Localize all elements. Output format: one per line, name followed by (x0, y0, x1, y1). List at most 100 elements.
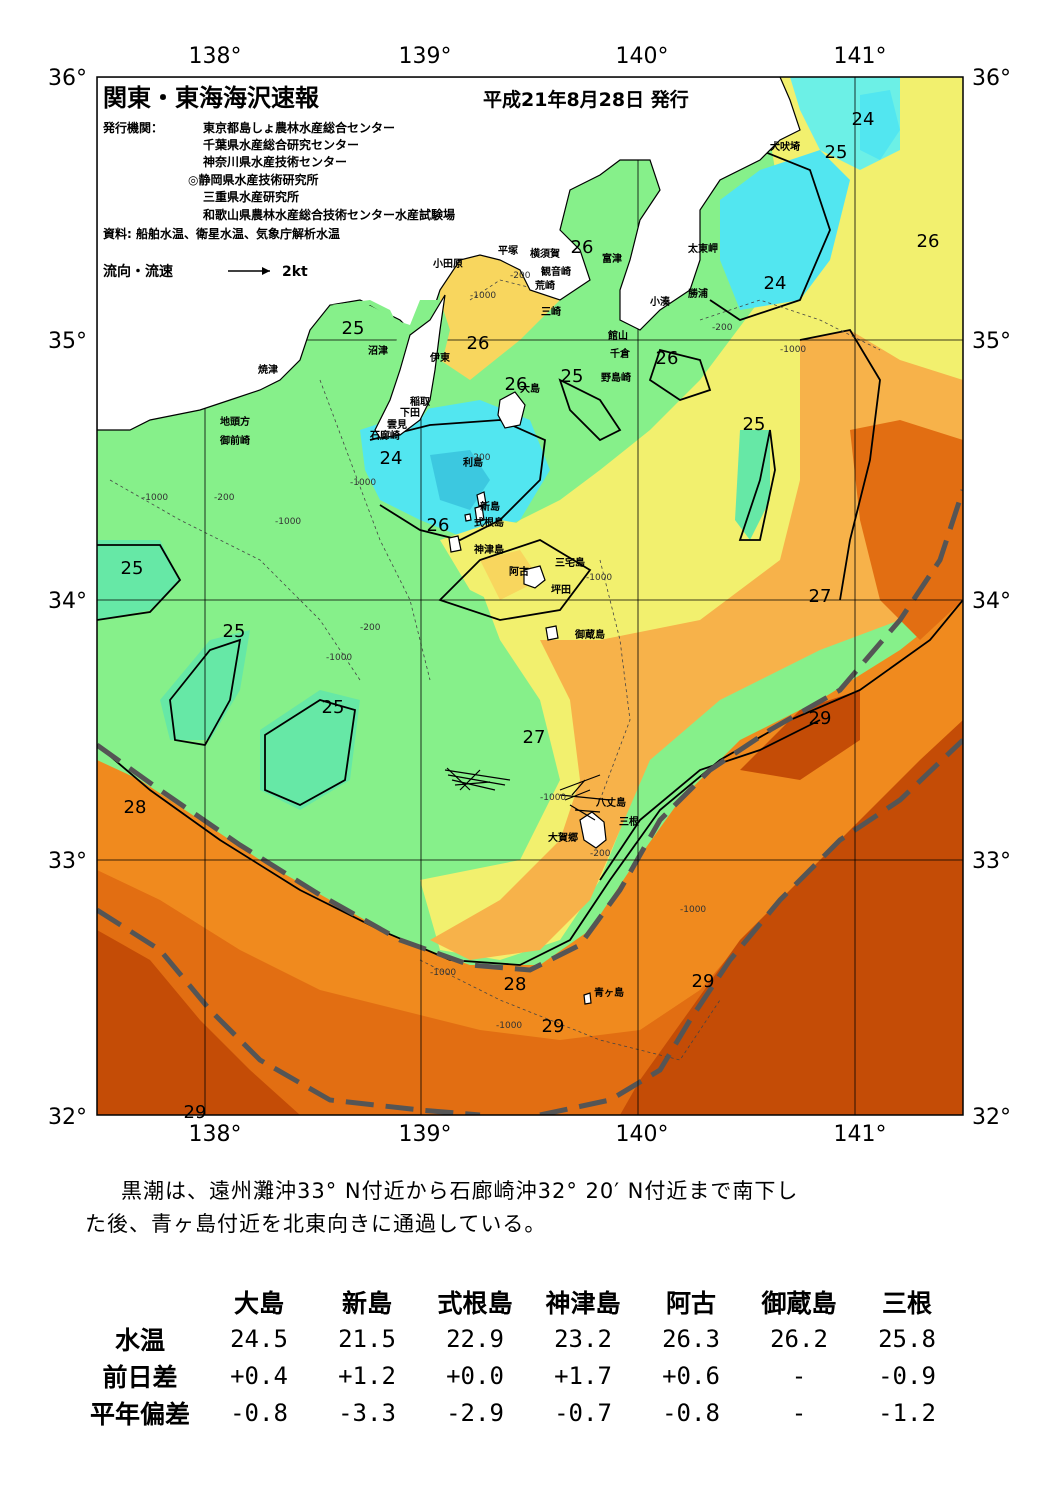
current-legend-label: 流向・流速 (103, 263, 173, 280)
summary-line-2: た後、青ヶ島付近を北東向きに通過している。 (85, 1212, 547, 1236)
row-label: 水温 (114, 1325, 165, 1355)
table-row: 平年偏差 -0.8 -3.3 -2.9 -0.7 -0.8 - -1.2 (75, 1394, 961, 1431)
kuroshio-axis (97, 489, 963, 1115)
lon-label-140-bottom: 140° (616, 1122, 669, 1147)
station-header: 新島 (341, 1288, 392, 1318)
isotherm-label: 25 (825, 142, 848, 163)
table-header-row: 大島 新島 式根島 神津島 阿古 御蔵島 三根 (75, 1283, 961, 1320)
depth-labels: -1000 -200 -200 -1000 -1000 -200 -1000 -… (142, 271, 806, 1031)
depth-label: -200 (214, 493, 235, 503)
station-temperature-table: 大島 新島 式根島 神津島 阿古 御蔵島 三根 水温 24.5 21.5 22.… (75, 1283, 961, 1431)
depth-label: -1000 (496, 1021, 522, 1031)
place-label: 富津 (602, 252, 622, 265)
depth-label: -200 (510, 271, 531, 281)
isotherm-value-labels: 24 25 24 26 24 26 26 25 26 26 25 25 26 2… (121, 109, 940, 1123)
isotherm-label: 25 (342, 318, 365, 339)
current-vectors (444, 767, 611, 821)
lat-labels-right: 36° 35° 34° 33° 32° (972, 66, 1011, 1130)
lat-label-34-left: 34° (48, 589, 87, 614)
table-cell: +0.4 (230, 1361, 288, 1390)
station-header: 三根 (881, 1288, 932, 1318)
table-cell: +0.6 (662, 1361, 720, 1390)
depth-label: -200 (712, 323, 733, 333)
data-source: 資料: 船舶水温、衛星水温、気象庁解析水温 (103, 226, 340, 241)
place-label: 沼津 (368, 344, 388, 357)
row-label: 平年偏差 (89, 1399, 190, 1429)
lat-labels-left: 36° 35° 34° 33° 32° (48, 66, 87, 1130)
depth-label: -1000 (326, 653, 352, 663)
table-cell: -0.7 (554, 1398, 612, 1427)
isotherm-label: 29 (542, 1016, 565, 1037)
lat-label-35-left: 35° (48, 329, 87, 354)
toshima-island (476, 491, 487, 507)
depth-label: -1000 (680, 905, 706, 915)
niijima-island (474, 505, 485, 523)
place-label: 千倉 (610, 347, 631, 360)
water-26-region (420, 77, 963, 960)
isotherm-label: 29 (809, 708, 832, 729)
place-label: 伊東 (429, 351, 450, 364)
place-label: 御蔵島 (574, 628, 605, 641)
issuer-1: 東京都島しょ農林水産総合センター (203, 120, 395, 135)
place-label: 焼津 (258, 363, 278, 376)
place-label: 石廊崎 (369, 429, 400, 442)
isotherm-label: 26 (917, 231, 940, 252)
place-label: 阿古 (509, 565, 529, 578)
issuer-4: ◎静岡県水産技術研究所 (188, 172, 318, 187)
place-label: 横須賀 (530, 247, 560, 260)
isotherm-label: 29 (184, 1102, 207, 1123)
table-row: 水温 24.5 21.5 22.9 23.2 26.3 26.2 25.8 (75, 1320, 961, 1357)
depth-label: -200 (360, 623, 381, 633)
place-labels: 犬吠埼 太東岬 勝浦 小湊 館山 千倉 野島崎 富津 横須賀 観音崎 荒崎 三崎… (219, 140, 800, 999)
aogashima-island (583, 992, 592, 1005)
isotherm-label: 25 (223, 621, 246, 642)
water-27-region (430, 330, 963, 960)
place-label: 坪田 (551, 583, 571, 596)
lat-label-33-right: 33° (972, 849, 1011, 874)
water-29-west (97, 930, 300, 1115)
table-cell: - (791, 1398, 807, 1427)
place-label: 観音崎 (541, 265, 571, 278)
place-label: 下田 (400, 407, 420, 419)
map-frame-content (97, 77, 963, 1115)
table-corner (75, 1283, 205, 1320)
table-cell: -0.8 (662, 1398, 720, 1427)
place-label: 館山 (607, 329, 628, 342)
place-label: 八丈島 (595, 796, 626, 809)
table-cell: -1.2 (878, 1398, 936, 1427)
isotherm-label: 29 (692, 971, 715, 992)
isotherm-label: 24 (380, 448, 403, 469)
lon-label-141-bottom: 141° (834, 1122, 887, 1147)
issuers-label: 発行機関： (102, 120, 163, 135)
station-header: 大島 (233, 1288, 284, 1318)
table-cell: -0.9 (878, 1361, 936, 1390)
place-label: 小田原 (432, 257, 463, 270)
water-28-northeast (850, 420, 963, 640)
lon-label-139-bottom: 139° (399, 1122, 452, 1147)
place-label: 太東岬 (687, 242, 718, 255)
place-label: 御前崎 (219, 434, 250, 447)
issue-date: 平成21年8月28日 発行 (483, 88, 689, 111)
water-24-choshi-core (860, 90, 900, 160)
lat-label-32-right: 32° (972, 1105, 1011, 1130)
lat-label-36-right: 36° (972, 66, 1011, 91)
row-label: 前日差 (102, 1362, 178, 1392)
place-label: 新島 (480, 500, 500, 513)
issuer-6: 和歌山県農林水産総合技術センター水産試験場 (202, 207, 455, 222)
isotherm-label: 26 (505, 374, 528, 395)
table-cell: +1.2 (338, 1361, 396, 1390)
isotherm-label: 24 (764, 273, 787, 294)
isotherm-label: 26 (427, 515, 450, 536)
table-cell: 26.3 (662, 1324, 720, 1353)
isotherm-label: 26 (467, 333, 490, 354)
lon-label-139-top: 139° (399, 44, 452, 69)
table-row: 前日差 +0.4 +1.2 +0.0 +1.7 +0.6 - -0.9 (75, 1357, 961, 1394)
place-label: 犬吠埼 (770, 140, 800, 153)
issuer-5: 三重県水産研究所 (203, 189, 299, 204)
table-cell: 26.2 (770, 1324, 828, 1353)
issuer-3: 神奈川県水産技術センター (203, 154, 347, 169)
station-header: 阿古 (665, 1288, 716, 1318)
isotherm-label: 25 (743, 414, 766, 435)
isotherm-label: 25 (121, 558, 144, 579)
isotherm-label: 25 (561, 366, 584, 387)
